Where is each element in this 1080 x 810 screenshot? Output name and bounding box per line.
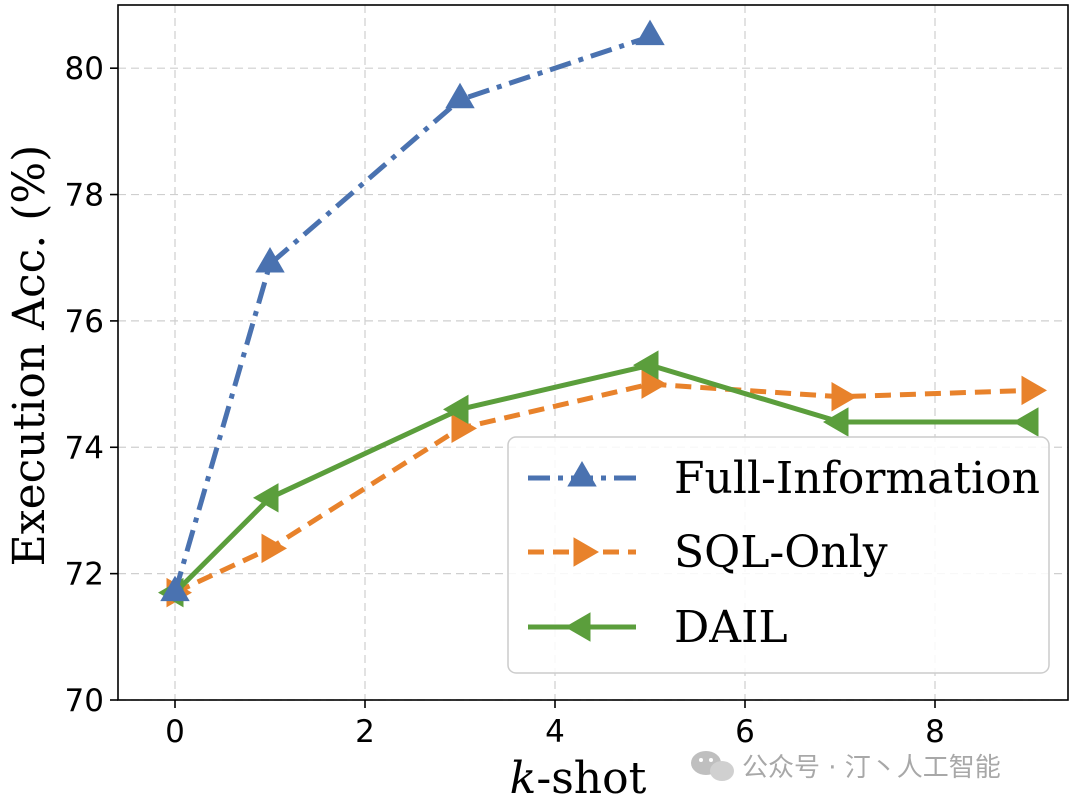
series-full-information bbox=[160, 19, 665, 602]
y-tick-label: 78 bbox=[65, 178, 104, 214]
wechat-icon bbox=[691, 751, 734, 781]
series-line-full-information bbox=[172, 34, 651, 594]
data-point-sql-only bbox=[261, 533, 287, 564]
x-axis-ticks: 0 2 4 6 8 bbox=[165, 700, 945, 750]
series-line-dail bbox=[173, 362, 1030, 595]
series-group bbox=[158, 19, 1047, 608]
legend-marker-full-information bbox=[567, 461, 597, 487]
watermark-text: 公众号 · 汀丶人工智能 bbox=[742, 753, 1001, 783]
legend: Full-Information SQL-Only DAIL bbox=[507, 436, 1050, 674]
y-tick-label: 72 bbox=[65, 557, 104, 593]
y-tick-label: 70 bbox=[65, 683, 104, 719]
legend-label: Full-Information bbox=[674, 453, 1040, 504]
y-tick-label: 74 bbox=[65, 430, 104, 466]
x-tick-label: 4 bbox=[545, 714, 565, 750]
data-point-sql-only bbox=[831, 382, 857, 412]
data-point-sql-only bbox=[641, 369, 667, 399]
data-point-sql-only bbox=[451, 413, 477, 444]
y-tick-label: 80 bbox=[65, 51, 104, 87]
data-point-full-information bbox=[635, 19, 665, 46]
data-point-sql-only bbox=[1021, 375, 1047, 406]
x-tick-label: 8 bbox=[925, 714, 945, 750]
legend-item-full-information: Full-Information bbox=[528, 453, 1040, 504]
data-point-full-information bbox=[445, 82, 475, 109]
data-point-dail bbox=[253, 483, 279, 513]
legend-marker-dail bbox=[565, 612, 591, 642]
x-axis-title-italic: k bbox=[510, 753, 537, 804]
x-tick-label: 6 bbox=[735, 714, 755, 750]
x-tick-label: 0 bbox=[165, 714, 185, 750]
data-point-dail bbox=[823, 407, 849, 437]
legend-box bbox=[507, 436, 1050, 674]
series-sql-only bbox=[166, 369, 1047, 608]
series-line-sql-only bbox=[173, 381, 1031, 595]
legend-item-sql-only: SQL-Only bbox=[528, 527, 888, 578]
data-point-dail bbox=[443, 394, 469, 425]
x-tick-label: 2 bbox=[355, 714, 375, 750]
legend-label: DAIL bbox=[674, 602, 788, 653]
data-point-full-information bbox=[160, 575, 190, 602]
legend-marker-sql-only bbox=[573, 537, 599, 567]
x-axis-title: k-shot bbox=[510, 753, 647, 804]
x-axis-title-rest: -shot bbox=[536, 753, 646, 804]
y-axis-title: Execution Acc. (%) bbox=[4, 145, 55, 567]
plot-area-frame bbox=[117, 4, 1069, 701]
y-axis-ticks: 70 72 74 76 78 80 bbox=[65, 51, 118, 719]
watermark: 公众号 · 汀丶人工智能 bbox=[691, 751, 1001, 783]
data-point-dail bbox=[633, 350, 659, 380]
data-point-dail bbox=[1013, 407, 1039, 437]
y-tick-label: 76 bbox=[65, 304, 104, 340]
legend-label: SQL-Only bbox=[674, 527, 888, 578]
legend-item-dail: DAIL bbox=[528, 602, 788, 653]
data-point-full-information bbox=[255, 247, 285, 273]
